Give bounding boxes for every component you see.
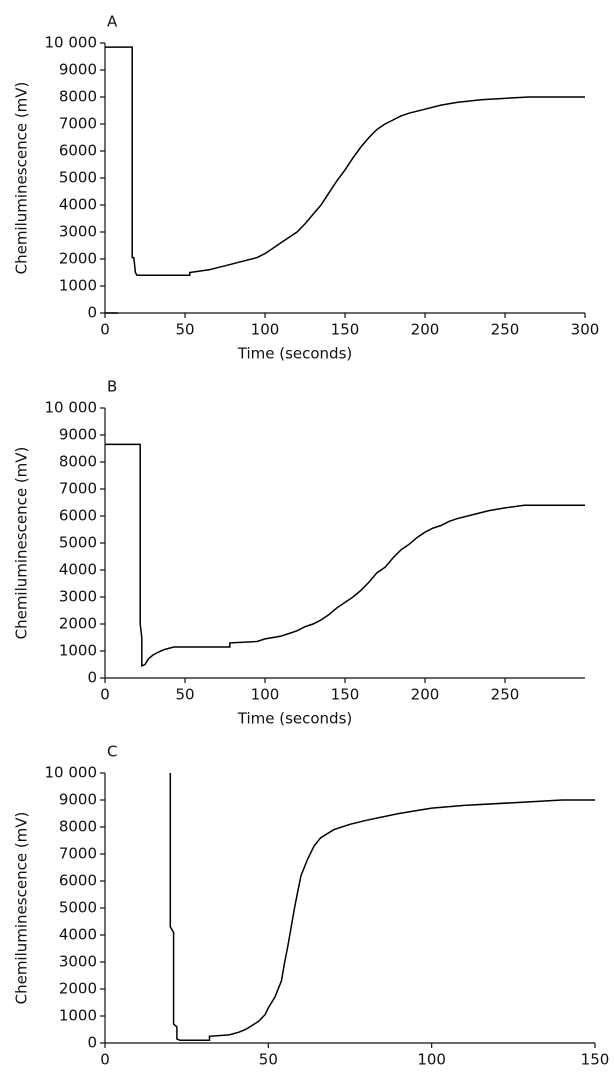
y-tick-label: 10 000 [45, 764, 98, 782]
y-tick-label: 7000 [59, 480, 97, 498]
x-tick-label: 100 [251, 686, 280, 704]
x-axis-label: Time (seconds) [237, 710, 353, 728]
x-tick-label: 200 [411, 321, 440, 339]
y-tick-label: 4000 [59, 196, 97, 214]
y-tick-label: 8000 [59, 88, 97, 106]
y-tick-label: 8000 [59, 453, 97, 471]
y-tick-label: 7000 [59, 845, 97, 863]
y-tick-label: 3000 [59, 953, 97, 971]
x-tick-label: 250 [491, 321, 520, 339]
x-axis-label: Time (seconds) [237, 345, 353, 363]
y-tick-label: 2000 [59, 615, 97, 633]
y-tick-label: 1000 [59, 277, 97, 295]
x-tick-label: 150 [331, 321, 360, 339]
y-tick-label: 9000 [59, 791, 97, 809]
y-tick-label: 0 [87, 304, 97, 322]
x-tick-label: 150 [581, 1051, 610, 1069]
x-tick-label: 50 [175, 686, 194, 704]
y-tick-label: 5000 [59, 899, 97, 917]
y-tick-label: 10 000 [45, 399, 98, 417]
panel-label: B [107, 378, 117, 396]
x-tick-label: 100 [417, 1051, 446, 1069]
y-tick-label: 0 [87, 1034, 97, 1052]
x-tick-label: 50 [259, 1051, 278, 1069]
y-tick-label: 9000 [59, 61, 97, 79]
y-tick-label: 5000 [59, 169, 97, 187]
y-tick-label: 4000 [59, 926, 97, 944]
y-tick-label: 5000 [59, 534, 97, 552]
y-tick-label: 2000 [59, 250, 97, 268]
x-tick-label: 0 [100, 1051, 110, 1069]
y-axis-label: Chemiluminescence (mV) [13, 812, 31, 1005]
y-tick-label: 0 [87, 669, 97, 687]
x-tick-label: 0 [100, 321, 110, 339]
y-tick-label: 6000 [59, 507, 97, 525]
x-tick-label: 150 [331, 686, 360, 704]
y-axis-label: Chemiluminescence (mV) [13, 447, 31, 640]
y-tick-label: 9000 [59, 426, 97, 444]
y-tick-label: 7000 [59, 115, 97, 133]
y-tick-label: 4000 [59, 561, 97, 579]
y-tick-label: 2000 [59, 980, 97, 998]
y-tick-label: 6000 [59, 872, 97, 890]
x-tick-label: 50 [175, 321, 194, 339]
panel-label: C [107, 743, 117, 761]
x-tick-label: 200 [411, 686, 440, 704]
data-line [105, 46, 585, 314]
x-tick-label: 100 [251, 321, 280, 339]
panel-label: A [107, 13, 118, 31]
data-line [105, 443, 585, 668]
y-tick-label: 3000 [59, 223, 97, 241]
y-tick-label: 1000 [59, 1007, 97, 1025]
y-axis-label: Chemiluminescence (mV) [13, 82, 31, 275]
y-tick-label: 1000 [59, 642, 97, 660]
y-tick-label: 3000 [59, 588, 97, 606]
y-tick-label: 10 000 [45, 34, 98, 52]
x-tick-label: 0 [100, 686, 110, 704]
x-tick-label: 300 [571, 321, 600, 339]
data-line [169, 773, 595, 1042]
x-tick-label: 250 [491, 686, 520, 704]
y-tick-label: 6000 [59, 142, 97, 160]
y-tick-label: 8000 [59, 818, 97, 836]
